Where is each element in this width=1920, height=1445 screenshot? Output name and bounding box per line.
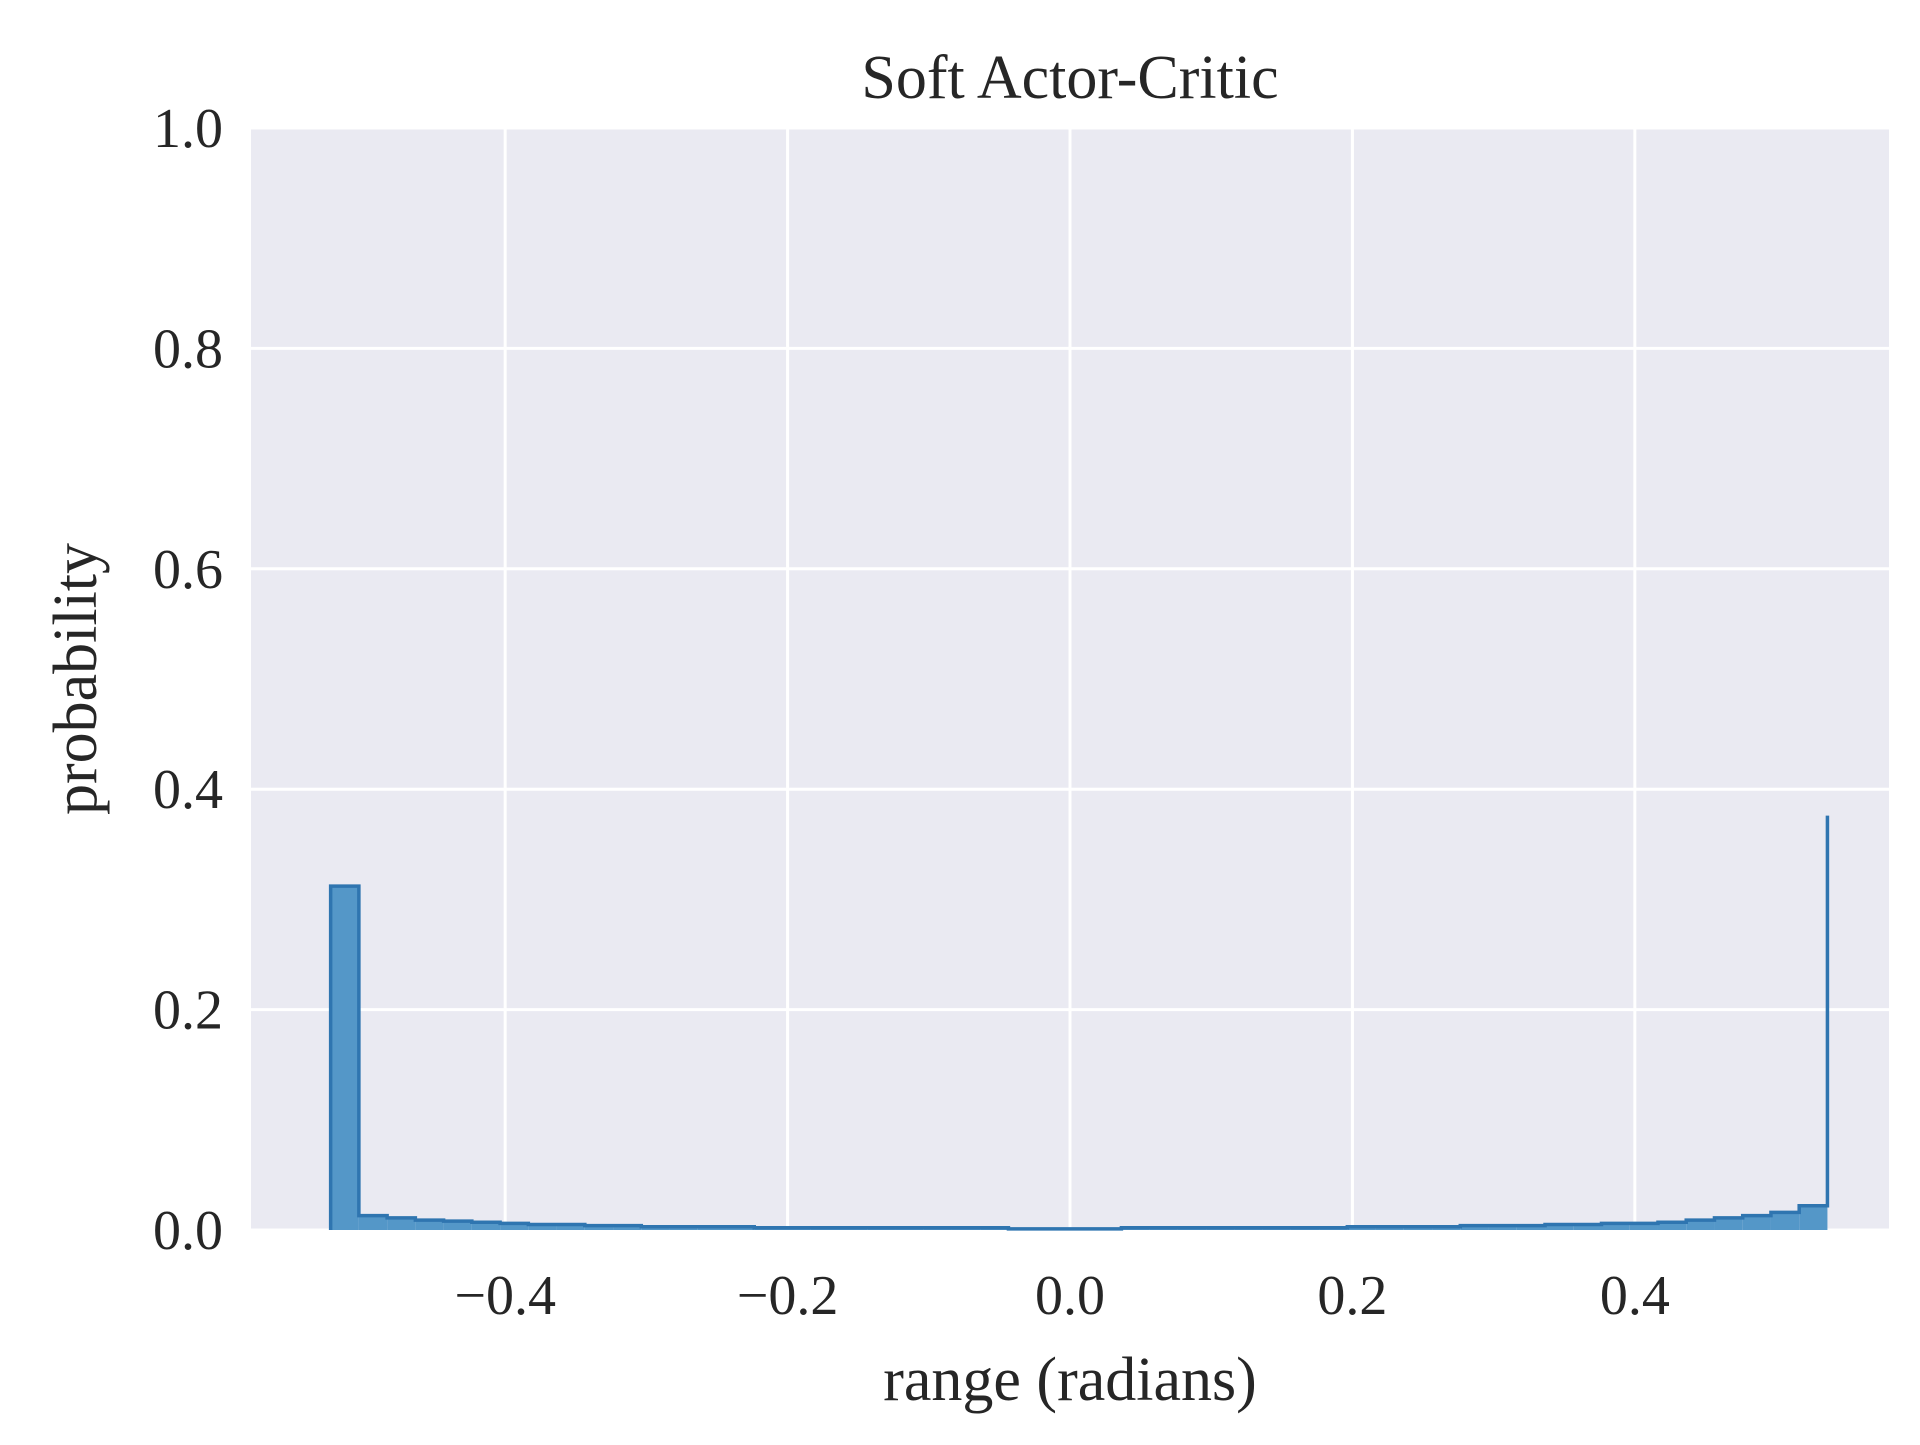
- histogram-bar: [1799, 1205, 1828, 1230]
- histogram-bar: [1545, 1224, 1574, 1230]
- x-tick-label: 0.2: [1317, 1265, 1387, 1327]
- y-tick-label: 0.0: [153, 1200, 223, 1262]
- y-tick-label: 0.4: [153, 759, 223, 821]
- y-tick-label: 0.8: [153, 318, 223, 380]
- histogram-bar: [471, 1222, 501, 1230]
- histogram-bar: [1770, 1212, 1800, 1230]
- y-tick-label: 0.2: [153, 980, 223, 1042]
- x-tick-label: 0.4: [1600, 1265, 1670, 1327]
- x-tick-label: 0.0: [1035, 1265, 1105, 1327]
- y-tick-label: 0.6: [153, 539, 223, 601]
- histogram-bar: [358, 1215, 388, 1230]
- histogram-bar: [1601, 1223, 1630, 1230]
- histogram-bar: [1629, 1223, 1658, 1230]
- y-tick-label: 1.0: [153, 98, 223, 160]
- x-tick-label: −0.2: [737, 1265, 839, 1327]
- histogram-bar: [1488, 1225, 1517, 1230]
- y-axis-ticks: 0.0 0.2 0.4 0.6 0.8 1.0: [153, 98, 223, 1262]
- histogram-outline: [328, 815, 1830, 1231]
- histogram-bar: [1516, 1225, 1546, 1230]
- x-axis-title: range (radians): [883, 1346, 1257, 1414]
- histogram-bar: [613, 1225, 642, 1230]
- x-tick-label: −0.4: [454, 1265, 556, 1327]
- histogram-bar: [1460, 1225, 1489, 1230]
- histogram-bars: [328, 815, 1830, 1231]
- histogram-bar: [1742, 1215, 1771, 1230]
- histogram-bar: [500, 1223, 529, 1230]
- x-axis-ticks: −0.4 −0.2 0.0 0.2 0.4: [454, 1265, 1669, 1327]
- histogram-bar: [584, 1225, 614, 1230]
- chart-title: Soft Actor-Critic: [861, 44, 1278, 112]
- histogram-bar: [330, 886, 359, 1230]
- histogram-bar: [1714, 1217, 1743, 1230]
- grid-lines: [251, 126, 1889, 1232]
- histogram-bar: [387, 1217, 416, 1230]
- histogram-bar: [443, 1221, 472, 1230]
- y-axis-title: probability: [42, 543, 110, 815]
- histogram-bar: [1657, 1222, 1687, 1230]
- histogram-bar: [528, 1224, 557, 1230]
- histogram-bar: [556, 1224, 585, 1230]
- histogram-bar: [1686, 1220, 1715, 1230]
- histogram-bar: [1573, 1224, 1602, 1230]
- histogram-bar: [415, 1220, 444, 1230]
